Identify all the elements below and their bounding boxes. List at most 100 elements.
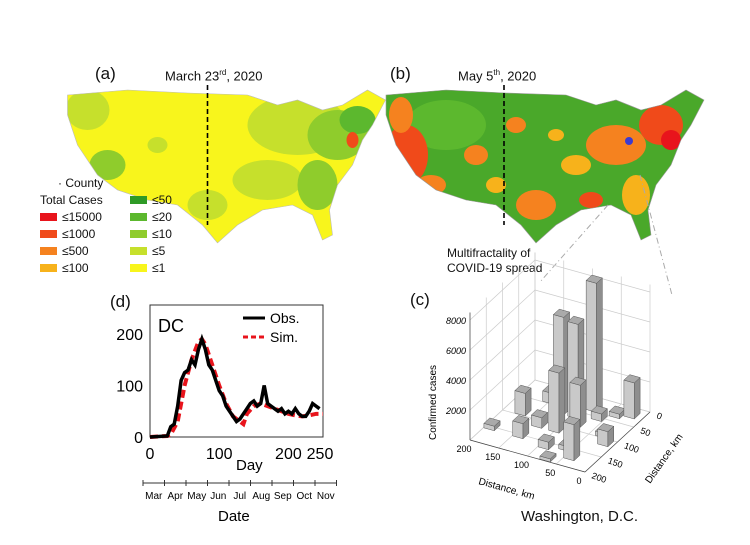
y-tick-label: 0 — [655, 410, 663, 421]
legend-label: ≤500 — [62, 243, 89, 258]
y-axis-label: Distance, km — [643, 432, 685, 486]
date-axis-label: Date — [218, 508, 250, 525]
legend-item: ≤1 — [130, 259, 172, 276]
date-tick-label: Sep — [274, 491, 292, 502]
title-text: May 5 — [458, 68, 494, 84]
bar-3d — [514, 384, 532, 394]
y-tick-label: 100 — [623, 440, 641, 455]
grid-line — [584, 411, 651, 473]
y-tick-label: 50 — [639, 425, 652, 438]
panel-b-title: May 5th, 2020 — [458, 68, 536, 83]
grid-line — [469, 289, 536, 351]
legend-label: ≤1000 — [62, 226, 96, 241]
bar-3d — [585, 274, 603, 284]
bar-3d — [569, 376, 587, 386]
grid-line — [469, 349, 536, 411]
bar-3d — [596, 277, 603, 413]
x-axis-label: Day — [236, 457, 263, 474]
legend-item: ≤50 — [130, 191, 172, 208]
legend-label: ≤15000 — [62, 209, 102, 224]
z-tick-label: 2000 — [445, 406, 466, 416]
bar-3d — [580, 379, 587, 428]
legend-total-cases: Total Cases — [40, 192, 103, 207]
x-tick-label: 200 — [456, 444, 471, 454]
legend-swatch — [40, 212, 57, 221]
z-axis-label: Confirmed cases — [428, 365, 439, 440]
date-tick-label: Oct — [296, 491, 312, 502]
x-tick-label: 250 — [307, 446, 334, 463]
legend-item: ≤10 — [130, 225, 172, 242]
legend-right-column: ≤50 ≤20 ≤10 ≤5 ≤1 — [130, 191, 172, 276]
bar-3d — [512, 415, 530, 425]
legend-swatch — [40, 229, 57, 238]
legend-swatch — [40, 246, 57, 255]
bar-3d — [597, 423, 615, 433]
annotation-line-1: Multifractality of — [447, 246, 531, 260]
panel-b-label: (b) — [390, 64, 411, 83]
legend-item: ≤1000 — [40, 225, 130, 242]
grid-line — [469, 319, 536, 381]
legend-label: ≤1 — [152, 260, 166, 275]
z-tick-label: 4000 — [446, 376, 466, 386]
panel-d-label: (d) — [110, 292, 131, 311]
legend-swatch — [40, 263, 57, 272]
legend-item: ≤100 — [40, 259, 130, 276]
panel-c-label: (c) — [410, 290, 430, 309]
legend-swatch — [130, 212, 147, 221]
z-tick-label: 6000 — [446, 346, 466, 356]
bar-3d — [530, 409, 549, 419]
title-text: , 2020 — [226, 68, 263, 84]
x-axis-label: Distance, km — [477, 476, 536, 502]
legend-left-column: Total Cases ≤15000 ≤1000 ≤500 ≤100 — [40, 191, 130, 276]
y-tick-label: 150 — [607, 455, 625, 470]
legend-item: ≤20 — [130, 208, 172, 225]
y-tick-label: 200 — [590, 470, 608, 485]
bar-3d — [590, 405, 608, 415]
bar-3d — [573, 418, 581, 462]
legend-label: ≤5 — [152, 243, 166, 258]
plot-frame — [149, 304, 324, 438]
date-tick-label: Jun — [210, 491, 226, 502]
bar-3d — [514, 390, 526, 417]
title-text: , 2020 — [500, 68, 537, 84]
legend-label: ≤100 — [62, 260, 89, 275]
date-tick-label: Nov — [317, 491, 335, 502]
date-tick-label: Mar — [145, 491, 163, 502]
legend: Total Cases ≤15000 ≤1000 ≤500 ≤100 ≤50 ≤20 ≤1… — [40, 191, 190, 276]
title-sup: th — [493, 68, 501, 77]
legend-item: ≤5 — [130, 242, 172, 259]
legend-item: ≤500 — [40, 242, 130, 259]
bar-3d — [539, 450, 557, 460]
bar-3d — [585, 280, 597, 413]
y-tick-label: 100 — [116, 379, 143, 396]
bar-3d — [567, 315, 585, 325]
legend-label: ≤50 — [152, 192, 172, 207]
y-tick-label: 0 — [134, 430, 143, 447]
y-tick-label: 200 — [116, 327, 143, 344]
bar-3d — [537, 433, 555, 443]
date-tick-label: Apr — [167, 491, 183, 502]
title-sup: rd — [219, 68, 227, 77]
x-tick-label: 150 — [485, 452, 500, 462]
date-tick-label: May — [187, 491, 206, 502]
x-tick-label: 200 — [275, 446, 302, 463]
bar-3d — [548, 369, 560, 434]
series-obs — [149, 333, 321, 439]
legend-item: ≤15000 — [40, 208, 130, 225]
legend-county-label: County — [65, 176, 104, 190]
legend-label: ≤10 — [152, 226, 172, 241]
bar-3d — [563, 416, 581, 426]
grid-line — [469, 439, 586, 473]
legend-swatch — [130, 229, 147, 238]
legend-county: · County — [58, 176, 104, 190]
x-tick-label: 50 — [545, 468, 555, 478]
x-tick-label: 0 — [146, 446, 155, 463]
bar-3d — [634, 376, 641, 420]
z-tick-label: 8000 — [446, 316, 466, 326]
bar-3d — [623, 379, 635, 420]
legend-swatch — [130, 263, 147, 272]
